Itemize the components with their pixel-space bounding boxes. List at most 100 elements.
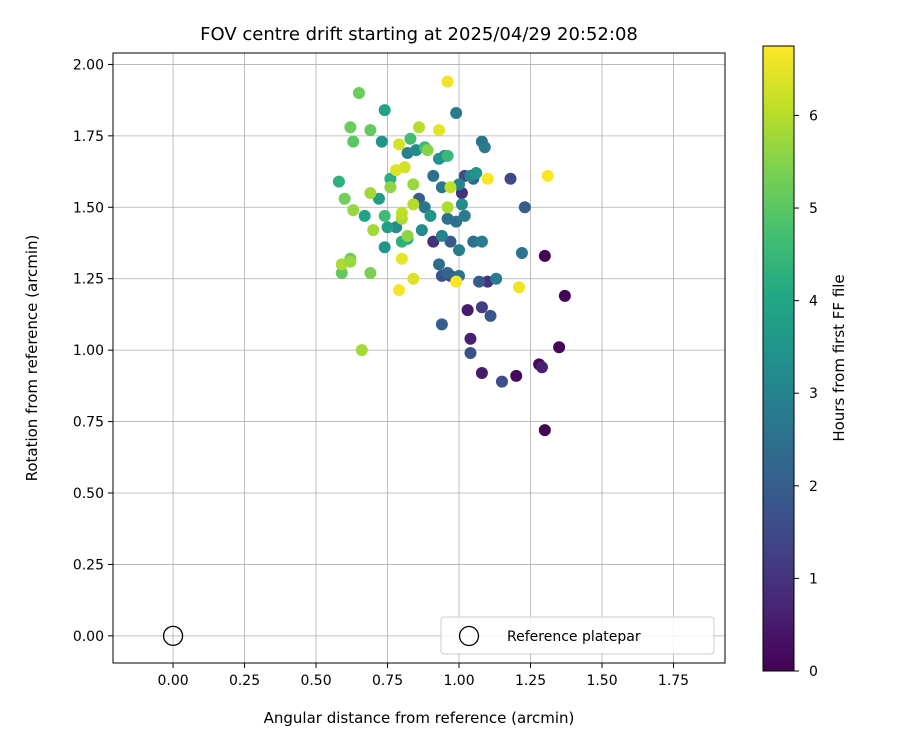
x-axis-label: Angular distance from reference (arcmin) (264, 709, 575, 727)
colorbar-gradient (762, 45, 795, 672)
data-point (490, 272, 503, 285)
data-point (364, 124, 377, 137)
data-point (518, 201, 531, 214)
data-point (513, 281, 526, 294)
colorbar: 0 1 2 3 4 5 6 Hours from first FF file (762, 45, 848, 680)
data-point (450, 107, 463, 119)
x-tick-label: 0.25 (229, 673, 260, 689)
data-point (358, 209, 371, 222)
data-point (335, 267, 348, 279)
data-point (352, 87, 365, 99)
data-point (481, 172, 494, 185)
data-point (484, 309, 497, 322)
data-point (441, 201, 454, 214)
data-point (515, 247, 528, 259)
data-point (404, 132, 417, 145)
data-point (433, 124, 446, 137)
data-point (384, 172, 397, 185)
x-tick-label: 1.50 (586, 673, 617, 689)
y-tick-label: 1.25 (73, 272, 104, 288)
colorbar-tick-label: 3 (809, 386, 818, 402)
data-point (392, 138, 405, 151)
data-point (458, 209, 471, 222)
data-point (381, 221, 394, 234)
data-point (441, 75, 454, 88)
data-point (355, 344, 368, 357)
data-point (541, 169, 554, 182)
y-tick-label: 1.50 (73, 200, 104, 216)
x-ticks: 0.00 0.25 0.50 0.75 1.00 1.25 1.50 1.75 (157, 663, 689, 689)
data-point (424, 209, 437, 222)
data-point (398, 161, 411, 174)
data-point (470, 167, 483, 179)
data-point (395, 207, 408, 219)
colorbar-ticks: 0 1 2 3 4 5 6 (794, 108, 818, 680)
data-point (475, 235, 488, 248)
data-point (495, 375, 508, 388)
data-point (364, 187, 377, 199)
chart-title: FOV centre drift starting at 2025/04/29 … (200, 24, 638, 45)
y-tick-label: 0.00 (73, 629, 104, 645)
data-point (464, 332, 477, 345)
x-tick-label: 0.50 (300, 673, 331, 689)
data-point (538, 249, 551, 262)
legend-reference-marker (458, 625, 480, 647)
data-point (407, 178, 420, 191)
data-point (455, 198, 468, 211)
data-point (384, 181, 397, 194)
data-point (538, 424, 551, 437)
data-point (435, 318, 448, 331)
data-point (347, 135, 360, 148)
data-point (427, 235, 440, 248)
data-point (475, 367, 488, 379)
data-point (375, 135, 388, 148)
reference-platepar-marker (162, 625, 184, 647)
data-point (510, 369, 523, 382)
data-point (395, 252, 408, 265)
data-point (372, 192, 385, 205)
data-point (407, 198, 420, 211)
data-point (367, 224, 380, 237)
data-point (433, 258, 446, 271)
colorbar-tick-label: 1 (809, 571, 818, 587)
data-point (378, 104, 391, 117)
data-point (504, 172, 517, 185)
data-point (441, 149, 454, 162)
data-point (558, 289, 571, 302)
data-point (441, 212, 454, 225)
data-point (413, 121, 425, 134)
data-point (467, 235, 480, 248)
data-point (344, 255, 357, 268)
data-point (407, 272, 420, 285)
y-tick-label: 0.50 (73, 486, 104, 502)
data-point (553, 341, 566, 354)
data-point (464, 347, 477, 359)
data-point (401, 229, 414, 242)
data-point (473, 275, 486, 288)
data-point (450, 275, 463, 288)
data-point (461, 304, 474, 317)
data-point (364, 267, 377, 279)
y-tick-label: 0.25 (73, 557, 104, 573)
colorbar-tick-label: 0 (809, 664, 818, 680)
colorbar-tick-label: 6 (809, 108, 818, 124)
grid (113, 53, 725, 663)
data-point (453, 244, 466, 257)
x-tick-label: 0.00 (157, 673, 188, 689)
data-point (444, 235, 457, 248)
data-point (427, 169, 440, 182)
y-tick-label: 2.00 (73, 57, 104, 73)
x-tick-label: 1.75 (658, 673, 689, 689)
y-tick-label: 0.75 (73, 415, 104, 431)
data-point (344, 121, 357, 134)
legend: Reference platepar (440, 616, 715, 655)
data-point (444, 181, 457, 194)
data-point (332, 175, 345, 188)
colorbar-tick-label: 5 (809, 201, 818, 217)
data-point (535, 361, 548, 374)
data-point (415, 224, 428, 237)
data-point (378, 209, 391, 222)
data-points (332, 75, 571, 437)
colorbar-tick-label: 2 (809, 479, 818, 495)
